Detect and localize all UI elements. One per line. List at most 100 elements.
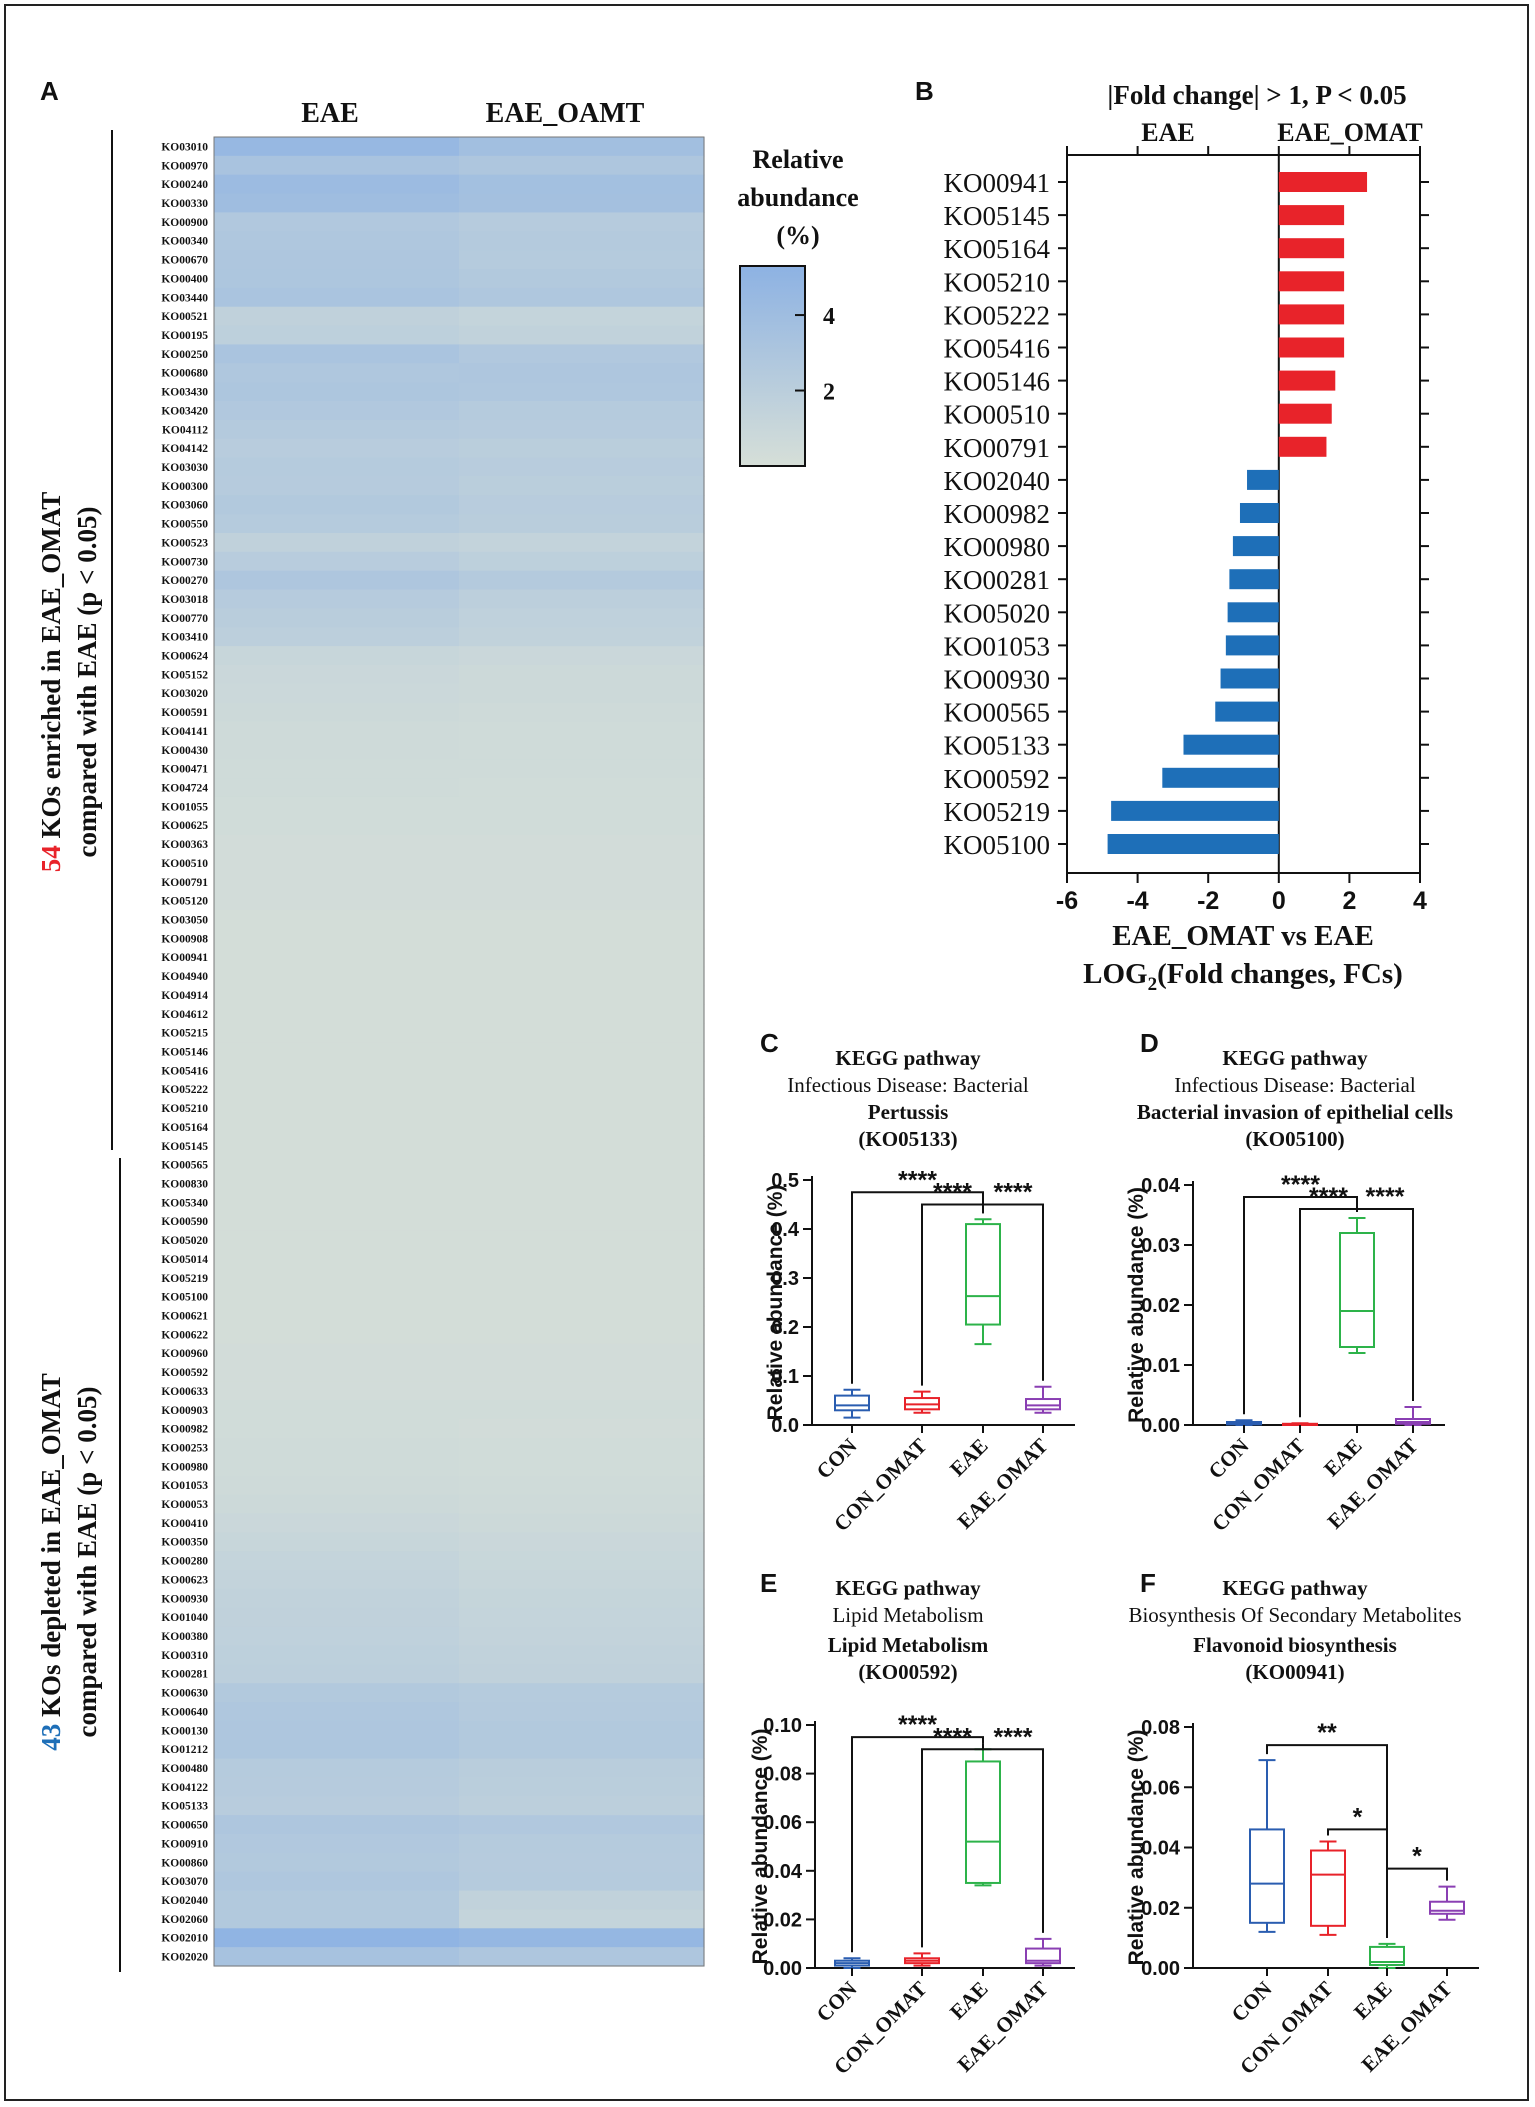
bar-category-label: KO00510 xyxy=(944,400,1051,430)
bar-x-tick-label: 4 xyxy=(1413,887,1427,915)
bar-category-label: KO05146 xyxy=(944,367,1051,397)
panel-letter-e: E xyxy=(760,1568,777,1598)
heatmap-row-label: KO03018 xyxy=(161,594,208,606)
heatmap-cell xyxy=(459,1532,705,1552)
heatmap-row-label: KO00623 xyxy=(161,1574,208,1586)
heatmap-cell xyxy=(214,815,460,836)
heatmap-cell xyxy=(214,589,460,609)
heatmap-cell xyxy=(214,1079,460,1100)
heatmap-row-label: KO00521 xyxy=(161,311,208,323)
heatmap-cell xyxy=(214,1570,460,1590)
heatmap-row-label: KO04141 xyxy=(161,726,208,738)
box-y-tick-label: 0.5 xyxy=(771,1170,799,1192)
heatmap-cell xyxy=(214,1702,460,1722)
heatmap-cell xyxy=(214,1230,460,1251)
heatmap-row-label: KO00630 xyxy=(161,1688,208,1700)
box-eae_omat xyxy=(1429,1900,1465,1915)
heatmap-cell xyxy=(214,1042,460,1062)
heatmap-cell xyxy=(214,1362,460,1383)
legend-title-line1: Relative xyxy=(753,145,844,174)
heatmap: KO03010 KO00970 KO00240 KO00330 KO00900 KO003… xyxy=(111,130,705,1972)
heatmap-row-label: KO00550 xyxy=(161,519,208,531)
heatmap-cell xyxy=(459,608,705,628)
heatmap-cell xyxy=(214,287,460,308)
heatmap-cell xyxy=(214,1532,460,1552)
heatmap-cell xyxy=(459,1909,705,1929)
heatmap-cell xyxy=(459,702,705,723)
heatmap-cell xyxy=(214,891,460,911)
box-y-tick-label: 0.2 xyxy=(771,1317,799,1339)
heatmap-cell xyxy=(214,683,460,704)
bar-category-label: KO05210 xyxy=(944,267,1051,297)
heatmap-cell xyxy=(214,796,460,817)
heatmap-cell xyxy=(459,1702,705,1722)
heatmap-cell xyxy=(459,872,705,892)
panel-d-line3: Bacterial invasion of epithelial cells xyxy=(1137,1100,1453,1124)
heatmap-cell xyxy=(214,1060,460,1081)
box-y-tick-label: 0.08 xyxy=(1141,1717,1180,1739)
heatmap-row-label: KO00510 xyxy=(161,858,208,870)
heatmap-cell xyxy=(214,1136,460,1156)
heatmap-row-label: KO00930 xyxy=(161,1593,208,1605)
bar-x-tick-label: 0 xyxy=(1272,887,1286,915)
heatmap-cell xyxy=(214,834,460,855)
panel-letter-b: B xyxy=(915,76,934,106)
bar-category-label: KO00980 xyxy=(944,532,1051,562)
heatmap-row-label: KO00622 xyxy=(161,1329,208,1341)
box-y-tick-label: 0.3 xyxy=(771,1268,799,1290)
heatmap-row-label: KO05133 xyxy=(161,1801,208,1813)
box-y-tick-label: 0.04 xyxy=(1141,1175,1181,1197)
box-y-tick-label: 0.00 xyxy=(763,1958,802,1980)
heatmap-cell xyxy=(214,1004,460,1024)
panel-letter-a: A xyxy=(40,76,59,106)
heatmap-row-label: KO00471 xyxy=(161,764,208,776)
heatmap-cell xyxy=(459,1287,705,1307)
heatmap-cell xyxy=(214,419,460,440)
heatmap-cell xyxy=(214,759,460,779)
heatmap-row-label: KO03030 xyxy=(161,462,208,474)
bar-category-label: KO00930 xyxy=(944,665,1051,695)
panel-c-line4: (KO05133) xyxy=(858,1127,957,1151)
box-y-tick-label: 0.0 xyxy=(771,1415,799,1437)
heatmap-row-label: KO04142 xyxy=(161,443,208,455)
heatmap-cell xyxy=(214,1758,460,1779)
heatmap-cell xyxy=(459,400,705,421)
heatmap-cell xyxy=(214,1324,460,1345)
bar-ko01053 xyxy=(1225,635,1279,656)
heatmap-row-label: KO00625 xyxy=(161,820,208,832)
heatmap-cell xyxy=(459,570,705,591)
box-y-tick-label: 0.08 xyxy=(763,1764,802,1786)
heatmap-cell xyxy=(214,702,460,723)
box-x-tick-label: EAE xyxy=(1349,1977,1397,2025)
box-y-tick-label: 0.00 xyxy=(1141,1958,1180,1980)
panel-e-header: E KEGG pathway Lipid Metabolism Lipid Me… xyxy=(760,1568,989,1684)
heatmap-row-label: KO01040 xyxy=(161,1612,208,1624)
heatmap-row-label: KO03440 xyxy=(161,292,208,304)
heatmap-cell xyxy=(214,1664,460,1684)
bar-ko05222 xyxy=(1278,304,1345,325)
heatmap-cell xyxy=(459,947,705,968)
significance-label: **** xyxy=(898,1166,937,1194)
heatmap-row-label: KO00350 xyxy=(161,1537,208,1549)
heatmap-row-label: KO01055 xyxy=(161,801,208,813)
heatmap-cell xyxy=(214,344,460,364)
heatmap-cell xyxy=(459,589,705,609)
heatmap-cell xyxy=(214,872,460,892)
heatmap-cell xyxy=(214,778,460,798)
heatmap-cell xyxy=(459,1155,705,1175)
box-x-tick-label: CON xyxy=(1227,1977,1277,2027)
heatmap-row-label: KO03070 xyxy=(161,1876,208,1888)
heatmap-cell xyxy=(459,1098,705,1119)
significance-bracket xyxy=(1386,1867,1448,1938)
heatmap-row-label: KO00960 xyxy=(161,1348,208,1360)
heatmap-row-label: KO03420 xyxy=(161,405,208,417)
heatmap-row-label: KO04112 xyxy=(162,424,208,436)
panel-f-header: F KEGG pathway Biosynthesis Of Secondary… xyxy=(1128,1568,1461,1684)
bar-x-tick-label: 2 xyxy=(1342,887,1356,915)
bar-category-label: KO00791 xyxy=(944,433,1051,463)
panel-d-line1: KEGG pathway xyxy=(1222,1046,1368,1070)
box-eae xyxy=(965,1760,1001,1884)
heatmap-cell xyxy=(459,1438,705,1458)
heatmap-cell xyxy=(459,910,705,930)
heatmap-cell xyxy=(459,1551,705,1571)
